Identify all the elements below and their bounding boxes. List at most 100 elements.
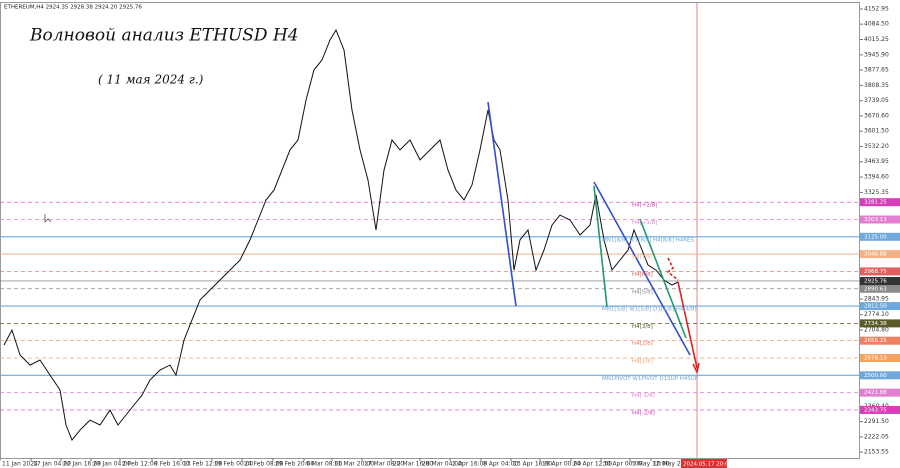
level-name: MN1[5/8] W1[5/8] D1[1/8] H4[4/8] — [602, 307, 696, 313]
level-name: H4[1/8] — [632, 359, 653, 365]
level-name: H4[3/8] — [632, 324, 653, 330]
x-tick-label: 30 Apr 00:00 — [603, 461, 642, 468]
y-tick-label: 4152.95 — [864, 5, 889, 12]
arrow-head — [692, 362, 700, 375]
trend-line — [487, 101, 517, 307]
y-tick-label: 3808.35 — [864, 82, 889, 89]
x-tick-label: 28 Jan 04:00 — [93, 461, 131, 468]
price-line — [3, 28, 679, 441]
x-tick-label: 22 Jan 16:00 — [63, 461, 101, 468]
level-price: 2500.00 — [864, 373, 887, 379]
y-tick-label: 4084.50 — [864, 21, 889, 28]
forecast-path — [666, 257, 679, 281]
level-price-box — [860, 388, 900, 397]
future-label: 2024.05.17 20:00 — [683, 462, 733, 468]
level-name: H4[7/8] — [632, 255, 653, 261]
level-price: 3203.13 — [864, 217, 887, 223]
x-tick-label: 8 Apr 04:00 — [483, 461, 518, 468]
x-tick-label: 24 Feb 08:00 — [244, 461, 284, 468]
level-price-box — [860, 267, 900, 276]
y-tick-label: 3601.50 — [864, 128, 889, 135]
y-tick-label: 2153.55 — [864, 449, 889, 456]
level-price-box — [860, 232, 900, 241]
future-box — [681, 459, 727, 468]
y-tick-label: 3739.05 — [864, 97, 889, 104]
trend-line — [639, 218, 687, 339]
level-price: 2578.13 — [864, 356, 887, 362]
x-tick-label: 17 Mar 08:00 — [364, 461, 404, 468]
level-price: 2890.63 — [864, 286, 887, 292]
x-tick-label: 19 Feb 00:00 — [214, 461, 254, 468]
level-price-box — [860, 284, 900, 293]
level-price-box — [860, 250, 900, 259]
y-tick-label: 3532.20 — [864, 143, 889, 150]
level-price: 2812.50 — [864, 304, 887, 310]
x-tick-label: 29 Feb 20:00 — [275, 461, 315, 468]
level-price-box — [860, 215, 900, 224]
level-name: H4[2/8] — [632, 341, 653, 347]
chart-header: ETHEREUM,H4 2924.35 2928.38 2924.20 2925… — [4, 5, 142, 11]
x-tick-label: 10 May 20:00 — [653, 461, 694, 468]
y-tick-label: 2774.10 — [864, 311, 889, 318]
y-tick-label: 3877.65 — [864, 67, 889, 74]
level-name: H4[+1/8] — [632, 220, 657, 226]
y-tick-label: 2291.50 — [864, 418, 889, 425]
x-tick-label: 22 Mar 16:00 — [393, 461, 433, 468]
plot-frame — [0, 2, 860, 459]
trend-line — [593, 181, 691, 356]
x-tick-label: 2 Apr 16:00 — [452, 461, 487, 468]
level-price-box — [860, 371, 900, 380]
x-tick-label: 17 Jan 04:00 — [33, 461, 71, 468]
last-price-box — [860, 276, 900, 285]
level-price-box — [860, 302, 900, 311]
level-price-box — [860, 336, 900, 345]
level-price: 2421.88 — [864, 390, 887, 396]
level-price-box — [860, 198, 900, 207]
level-price: 3281.25 — [864, 200, 887, 206]
x-tick-label: 24 Apr 12:00 — [573, 461, 612, 468]
x-tick-label: 6 Mar 08:00 — [306, 461, 342, 468]
chart-subtitle: ( 11 мая 2024 г.) — [98, 73, 204, 87]
trend-line — [593, 185, 608, 308]
x-tick-label: 8 Feb 16:00 — [154, 461, 190, 468]
level-price: 2968.75 — [864, 269, 887, 275]
y-tick-label: 3945.90 — [864, 51, 889, 58]
level-name: H4[6/8] — [632, 272, 653, 278]
level-price: 2734.38 — [864, 321, 887, 327]
x-tick-label: 11 Jan 2024 — [2, 461, 38, 468]
level-name: H4[5/8] — [632, 289, 653, 295]
cursor — [44, 214, 52, 223]
level-price: 3125.00 — [864, 234, 887, 240]
level-name: H4[-1/8] — [632, 393, 655, 399]
x-tick-label: 28 Mar 04:00 — [422, 461, 462, 468]
level-name: H4[+2/8] — [632, 203, 657, 209]
x-tick-label: 13 Apr 16:00 — [513, 461, 552, 468]
level-name: H4[-2/8] — [632, 410, 655, 416]
y-tick-label: 2843.95 — [864, 296, 889, 303]
x-tick-label: 19 Apr 00:00 — [542, 461, 581, 468]
chart-title: Волновой анализ ETHUSD H4 — [29, 26, 299, 46]
y-tick-label: 2704.80 — [864, 326, 889, 333]
y-tick-label: 3463.95 — [864, 158, 889, 165]
level-price-box — [860, 354, 900, 363]
x-tick-label: 13 Feb 12:00 — [183, 461, 223, 468]
x-tick-label: 2 Feb 12:00 — [122, 461, 158, 468]
y-tick-label: 3394.60 — [864, 174, 889, 181]
level-price-box — [860, 319, 900, 328]
y-tick-label: 4015.25 — [864, 36, 889, 43]
y-tick-label: 2222.05 — [864, 433, 889, 440]
x-tick-label: 11 Mar 20:00 — [334, 461, 374, 468]
x-tick-label: 5 May 12:00 — [632, 461, 670, 468]
level-price: 2656.25 — [864, 338, 887, 344]
annotations — [44, 101, 700, 375]
level-price-box — [860, 405, 900, 414]
y-tick-label: 3325.35 — [864, 189, 889, 196]
level-price: 3046.88 — [864, 252, 887, 258]
last-price-label: 2925.76 — [864, 278, 887, 284]
level-name: MN1[8/8] W1[8/8] H4[8/8] H4RES — [602, 237, 695, 243]
forecast-arrow — [677, 281, 698, 369]
level-name: MN1PIVOT W1PIVOT D1SUP H4SUP — [602, 376, 699, 382]
y-tick-label: 3670.60 — [864, 112, 889, 119]
level-price: 2343.75 — [864, 407, 887, 413]
